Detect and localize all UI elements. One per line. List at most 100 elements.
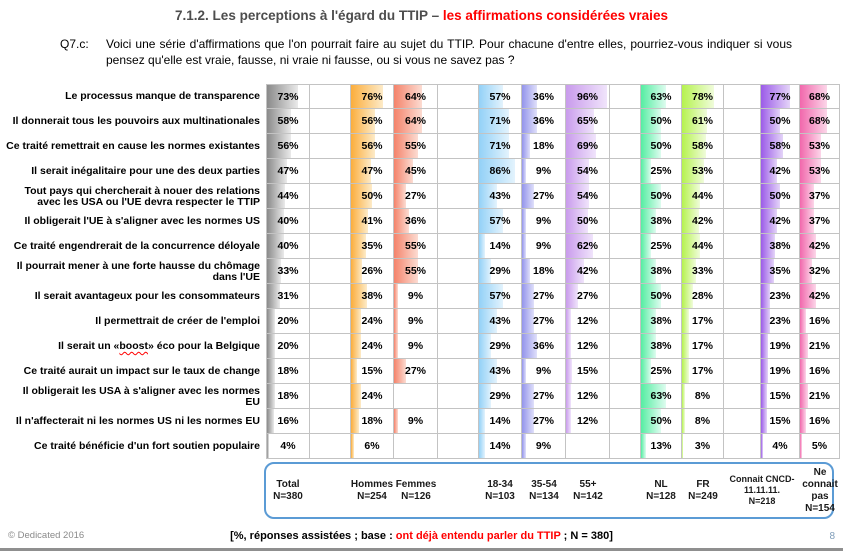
age-55-plus-data-bar bbox=[566, 359, 573, 383]
value-label: 69% bbox=[576, 140, 598, 152]
column-gap bbox=[724, 209, 760, 234]
column-gap bbox=[724, 159, 760, 184]
value-cell-age-55-plus-row1: 96% bbox=[566, 84, 610, 109]
age-18-34-data-bar bbox=[479, 184, 498, 208]
value-label: 24% bbox=[361, 340, 383, 352]
value-cell-femmes-row13 bbox=[394, 384, 438, 409]
value-cell-fr-row1: 78% bbox=[682, 84, 724, 109]
value-cell-age-18-34-row5: 43% bbox=[478, 184, 522, 209]
value-label: 21% bbox=[808, 390, 830, 402]
age-18-34-data-bar bbox=[479, 209, 503, 233]
column-gap bbox=[438, 159, 478, 184]
fr-data-bar bbox=[682, 284, 694, 308]
column-gap bbox=[310, 334, 350, 359]
ne-connait-pas-data-bar bbox=[800, 109, 827, 133]
value-label: 37% bbox=[808, 215, 830, 227]
value-cell-hommes-row9: 38% bbox=[350, 284, 394, 309]
femmes-data-bar bbox=[394, 159, 414, 183]
total-data-bar bbox=[267, 184, 286, 208]
nl-data-bar bbox=[641, 184, 661, 208]
value-label: 64% bbox=[404, 90, 426, 103]
value-label: 50% bbox=[650, 140, 672, 152]
value-cell-age-55-plus-row2: 65% bbox=[566, 109, 610, 134]
value-cell-hommes-row4: 47% bbox=[350, 159, 394, 184]
value-cell-connait-cncd-row14: 15% bbox=[760, 409, 800, 434]
value-cell-fr-row9: 28% bbox=[682, 284, 724, 309]
question-block: Q7.c: Voici une série d'affirmations que… bbox=[60, 37, 792, 68]
total-data-bar bbox=[267, 159, 287, 183]
value-cell-age-55-plus-row9: 27% bbox=[566, 284, 610, 309]
value-cell-age-18-34-row6: 57% bbox=[478, 209, 522, 234]
value-label: 25% bbox=[650, 165, 672, 177]
value-cell-femmes-row15 bbox=[394, 434, 438, 459]
value-label: 44% bbox=[691, 240, 713, 252]
value-label: 18% bbox=[277, 365, 299, 377]
fr-data-bar bbox=[682, 234, 701, 258]
age-18-34-data-bar bbox=[479, 359, 498, 383]
value-cell-ne-connait-pas-row3: 53% bbox=[800, 134, 840, 159]
row-label: Il donnerait tous les pouvoirs aux multi… bbox=[12, 115, 260, 127]
total-data-bar bbox=[267, 259, 281, 283]
connait-cncd-data-bar bbox=[761, 184, 780, 208]
value-cell-total-row14: 16% bbox=[266, 409, 310, 434]
value-cell-age-55-plus-row4: 54% bbox=[566, 159, 610, 184]
value-label: 44% bbox=[277, 190, 299, 202]
column-gap bbox=[438, 209, 478, 234]
value-cell-age-18-34-row9: 57% bbox=[478, 284, 522, 309]
value-cell-ne-connait-pas-row13: 21% bbox=[800, 384, 840, 409]
column-gap bbox=[724, 409, 760, 434]
value-cell-femmes-row7: 55% bbox=[394, 234, 438, 259]
total-data-bar bbox=[267, 309, 276, 333]
value-label: 25% bbox=[650, 365, 672, 377]
value-cell-connait-cncd-row9: 23% bbox=[760, 284, 800, 309]
row-label: Il n'affecterait ni les normes US ni les… bbox=[15, 415, 260, 427]
column-gap bbox=[438, 259, 478, 284]
age-35-54-data-bar bbox=[522, 159, 526, 183]
value-label: 43% bbox=[489, 190, 511, 202]
value-label: 12% bbox=[576, 315, 598, 327]
femmes-data-bar bbox=[394, 409, 398, 433]
value-cell-nl-row7: 25% bbox=[640, 234, 682, 259]
connait-cncd-data-bar bbox=[761, 309, 770, 333]
hommes-data-bar bbox=[351, 359, 358, 383]
legend-item-n: N=134 bbox=[529, 490, 559, 502]
value-cell-total-row12: 18% bbox=[266, 359, 310, 384]
value-label: 36% bbox=[532, 340, 554, 352]
column-gap bbox=[610, 434, 640, 459]
legend-item-n: N=154 bbox=[805, 502, 835, 514]
connait-cncd-data-bar bbox=[761, 284, 770, 308]
value-label: 29% bbox=[489, 265, 511, 277]
age-55-plus-data-bar bbox=[566, 209, 588, 233]
value-label: 9% bbox=[407, 340, 424, 352]
value-label: 53% bbox=[808, 140, 830, 152]
row-label: Le processus manque de transparence bbox=[65, 90, 260, 102]
value-cell-age-35-54-row5: 27% bbox=[522, 184, 566, 209]
connait-cncd-data-bar bbox=[761, 134, 784, 158]
value-cell-age-55-plus-row14: 12% bbox=[566, 409, 610, 434]
value-cell-age-35-54-row13: 27% bbox=[522, 384, 566, 409]
value-label: 55% bbox=[404, 140, 426, 152]
value-cell-ne-connait-pas-row6: 37% bbox=[800, 209, 840, 234]
age-35-54-data-bar bbox=[522, 234, 526, 258]
value-label: 71% bbox=[489, 140, 511, 152]
value-cell-age-18-34-row4: 86% bbox=[478, 159, 522, 184]
age-18-34-data-bar bbox=[479, 259, 492, 283]
value-cell-connait-cncd-row1: 77% bbox=[760, 84, 800, 109]
value-cell-fr-row10: 17% bbox=[682, 309, 724, 334]
value-cell-nl-row12: 25% bbox=[640, 359, 682, 384]
value-label: 29% bbox=[489, 390, 511, 402]
value-label: 20% bbox=[277, 315, 299, 327]
column-gap bbox=[610, 384, 640, 409]
value-cell-nl-row13: 63% bbox=[640, 384, 682, 409]
fr-data-bar bbox=[682, 434, 684, 458]
value-cell-age-18-34-row14: 14% bbox=[478, 409, 522, 434]
value-label: 77% bbox=[769, 90, 791, 103]
value-cell-connait-cncd-row3: 58% bbox=[760, 134, 800, 159]
value-cell-ne-connait-pas-row5: 37% bbox=[800, 184, 840, 209]
age-35-54-data-bar bbox=[522, 384, 534, 408]
nl-data-bar bbox=[641, 209, 657, 233]
age-55-plus-data-bar bbox=[566, 309, 572, 333]
legend-item-femmes: Femmes N=126 bbox=[394, 479, 438, 503]
value-label: 42% bbox=[808, 290, 830, 302]
age-35-54-data-bar bbox=[522, 259, 530, 283]
